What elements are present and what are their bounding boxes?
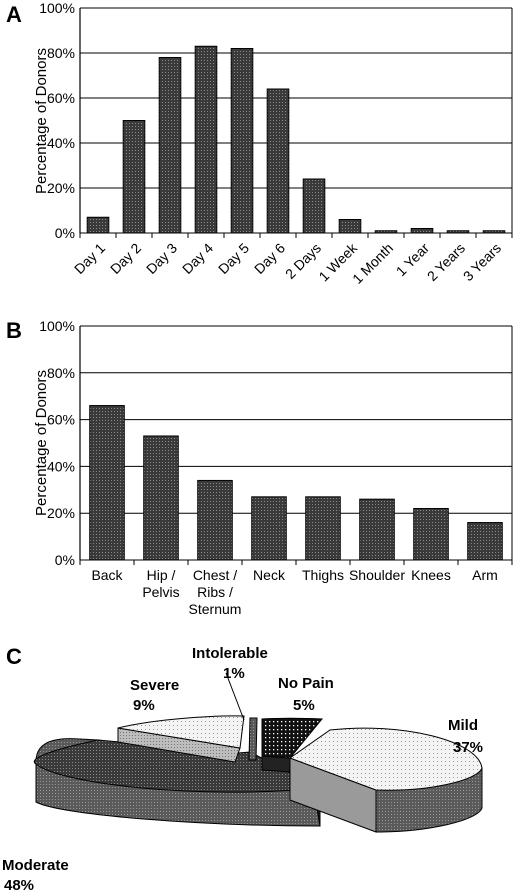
bar [446, 230, 470, 234]
y-tick-label: 60% [47, 412, 75, 428]
bar [359, 498, 395, 561]
bar [122, 120, 146, 234]
bar [410, 228, 434, 234]
panel-b-bar-chart: B Percentage of Donors 0% 20% 40% 60% 80% 100… [6, 318, 513, 617]
bar [338, 219, 362, 234]
pie-slice-severe [117, 715, 245, 763]
x-tick-label: Shoulder [349, 567, 405, 583]
y-tick-label: 80% [47, 365, 75, 381]
intolerable-leader-line [225, 672, 245, 721]
bar [266, 88, 290, 234]
panel-b-bars [89, 405, 503, 561]
label-moderate-pct: 48% [4, 877, 34, 894]
bar [482, 230, 506, 234]
y-tick-label: 100% [39, 318, 75, 334]
y-tick-label: 0% [55, 552, 75, 568]
bar [413, 508, 449, 561]
y-tick-label: 0% [55, 225, 75, 241]
bar [89, 405, 125, 561]
x-tick-label: 2 Years [424, 240, 468, 284]
label-severe-name: Severe [130, 677, 179, 694]
x-tick-label: Day 1 [71, 240, 108, 277]
x-tick-label: Chest / Ribs / Sternum [189, 567, 242, 617]
bar [197, 479, 233, 561]
x-tick-label: Hip / Pelvis [142, 567, 179, 600]
panel-c-pie-chart: C Severe 9% In [2, 644, 483, 894]
label-intolerable-pct: 1% [223, 665, 245, 682]
label-mild-name: Mild [448, 717, 478, 734]
y-tick-label: 40% [47, 458, 75, 474]
label-moderate-name: Moderate [2, 857, 69, 874]
label-mild-pct: 37% [453, 739, 483, 756]
panel-a-bars [86, 45, 506, 234]
x-tick-label: Knees [411, 567, 451, 583]
x-tick-label: 3 Years [460, 240, 504, 284]
y-tick-label: 20% [47, 505, 75, 521]
x-tick-label: Thighs [302, 567, 344, 583]
panel-b-y-ticks: 0% 20% 40% 60% 80% 100% [39, 318, 75, 568]
panel-a-label: A [6, 2, 22, 27]
panel-a-y-axis-label: Percentage of Donors [33, 48, 50, 194]
x-tick-label: Neck [253, 567, 286, 583]
y-tick-label: 80% [47, 45, 75, 61]
x-tick-label: Day 5 [215, 240, 252, 277]
bar [305, 496, 341, 561]
y-tick-label: 20% [47, 180, 75, 196]
label-no-pain-name: No Pain [278, 675, 334, 692]
panel-b-y-axis-label: Percentage of Donors [33, 370, 50, 516]
bar [158, 57, 182, 234]
pie-slice-mild [288, 727, 483, 833]
bar [230, 48, 254, 234]
panel-b-x-ticks: Back Hip / Pelvis Chest / Ribs / Sternum Neck T… [79, 560, 513, 617]
y-tick-label: 100% [39, 0, 75, 16]
bar [143, 435, 179, 561]
bar [467, 522, 503, 561]
pie-slice-moderate [33, 738, 322, 827]
x-tick-label: Back [91, 567, 123, 583]
bar [302, 178, 326, 234]
panel-b-label: B [6, 318, 22, 343]
x-tick-label: 1 Month [349, 240, 396, 287]
bar [374, 230, 398, 234]
pie-slice-no-pain [261, 717, 324, 773]
panel-a-y-ticks: 0% 20% 40% 60% 80% 100% [39, 0, 75, 241]
x-tick-label: Day 2 [107, 240, 144, 277]
y-tick-label: 40% [47, 135, 75, 151]
pie-slice-intolerable [248, 717, 258, 761]
x-tick-label: Day 3 [143, 240, 180, 277]
label-intolerable-name: Intolerable [192, 645, 268, 662]
panel-a-bar-chart: A Percentage of Donors 0% 20% 40% 60% 80% 100… [6, 0, 513, 287]
bar [251, 496, 287, 561]
panel-c-label: C [6, 644, 22, 669]
x-tick-label: Day 4 [179, 240, 216, 277]
bar [86, 216, 110, 234]
x-tick-label: Arm [472, 567, 498, 583]
bar [194, 45, 218, 234]
y-tick-label: 60% [47, 90, 75, 106]
panel-a-gridlines [79, 7, 513, 234]
label-severe-pct: 9% [133, 697, 155, 714]
label-no-pain-pct: 5% [293, 697, 315, 714]
